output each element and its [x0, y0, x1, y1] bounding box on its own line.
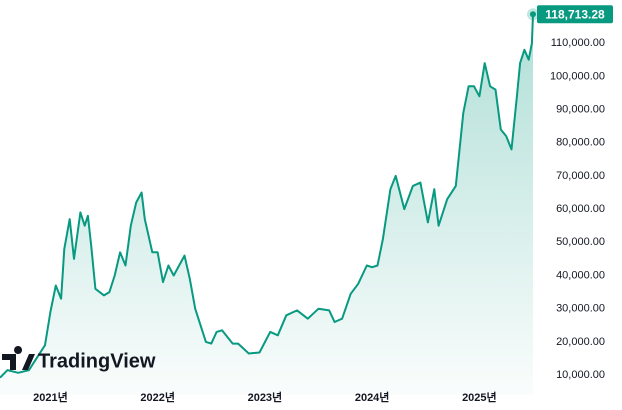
y-tick-label: 110,000.00	[551, 37, 605, 49]
y-tick-label: 30,000.00	[556, 303, 605, 315]
plot-area	[0, 14, 534, 395]
brand: TradingView	[38, 350, 156, 372]
y-tick-label: 10,000.00	[556, 369, 605, 381]
y-tick-label: 70,000.00	[556, 170, 605, 182]
y-tick-label: 60,000.00	[556, 203, 605, 215]
y-tick-label: 50,000.00	[556, 236, 605, 248]
price-label: 118,713.28	[545, 7, 605, 21]
last-point	[529, 11, 536, 18]
y-tick-label: 20,000.00	[556, 336, 605, 348]
x-tick-label: 2022년	[140, 390, 175, 404]
x-tick-label: 2025년	[462, 390, 497, 404]
logo-icon	[2, 346, 35, 370]
x-tick-label: 2024년	[355, 390, 390, 404]
area	[0, 14, 533, 395]
price-line	[0, 14, 534, 379]
price-label-box	[537, 5, 613, 24]
y-tick-label: 80,000.00	[556, 137, 605, 149]
y-tick-label: 40,000.00	[556, 269, 605, 281]
x-tick-label: 2021년	[33, 390, 68, 404]
x-tick-label: 2023년	[248, 390, 283, 404]
logo: TradingView	[2, 346, 156, 372]
y-tick-label: 90,000.00	[556, 103, 605, 115]
y-tick-label: 100,000.00	[550, 70, 605, 82]
